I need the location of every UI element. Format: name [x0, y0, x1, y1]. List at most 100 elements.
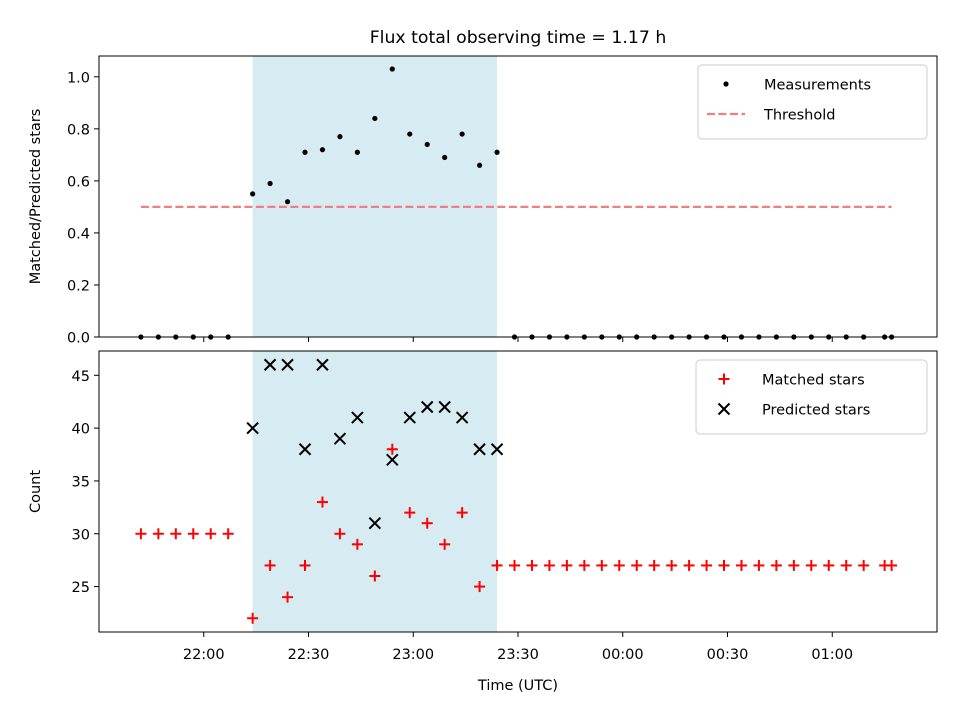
data-point-plus [683, 559, 695, 571]
data-point-plus [264, 559, 276, 571]
data-point-x-b [263, 358, 277, 371]
data-point-x-b [455, 411, 469, 424]
data-point-dot [354, 149, 360, 155]
data-point-plus [404, 507, 416, 519]
data-point-plus [840, 559, 852, 571]
chart-title: Flux total observing time = 1.17 h [370, 28, 667, 48]
observing-window-span [252, 56, 498, 337]
data-point-plus [770, 559, 782, 571]
data-point-plus [561, 559, 573, 571]
data-point-x-b [368, 516, 382, 530]
data-point-plus [718, 559, 730, 571]
y-axis-label: Count [28, 470, 44, 513]
data-point-plus [631, 559, 643, 571]
data-point-dot [407, 131, 413, 137]
data-point-plus [334, 528, 346, 540]
data-point-x-b [316, 358, 329, 371]
x-tick-label: 00:30 [707, 647, 749, 663]
y-tick-label: 0.8 [67, 122, 90, 138]
data-point-plus [247, 612, 259, 624]
legend-label: Matched stars [762, 373, 865, 389]
data-point-plus [578, 559, 590, 571]
top-panel: 0.0 0.2 0.4 0.6 0.8 1.0 Matched/Predicted star… [28, 55, 938, 347]
data-point-x [351, 411, 364, 424]
data-point-plus [753, 559, 765, 571]
data-point-x [386, 453, 399, 467]
y-tick-label: 0.4 [67, 226, 90, 242]
y-tick-label: 0.6 [67, 174, 90, 190]
data-point-plus [474, 581, 486, 593]
data-point-x-b [403, 411, 416, 424]
data-point-dot [424, 141, 430, 148]
data-point-plus [205, 528, 217, 540]
data-point-dot [494, 149, 500, 155]
data-point-x [281, 358, 294, 371]
x-axis-label: Time (UTC) [477, 678, 558, 694]
y-axis-label: Matched/Predicted stars [28, 109, 44, 285]
data-point-dot [476, 162, 483, 168]
data-point-plus [543, 559, 555, 571]
legend-handle-plus [718, 373, 730, 385]
data-point-x-b [351, 411, 364, 424]
data-point-plus [351, 538, 363, 550]
data-point-dot [284, 199, 291, 205]
y-tick-label: 35 [72, 474, 90, 490]
bottom-panel: 25 30 35 40 45 22:00 22:30 23:00 23:30 00:00 00:30… [28, 350, 938, 663]
x-tick-label: 22:00 [183, 647, 225, 663]
data-point-x [490, 443, 504, 456]
data-point-plus [299, 559, 311, 571]
data-point-x [333, 432, 347, 445]
series-predicted-stars [246, 358, 504, 530]
legend-handle-x-b [717, 402, 731, 416]
data-point-plus [701, 559, 713, 571]
data-point-dot [337, 134, 343, 140]
y-tick-label: 1.0 [67, 70, 90, 86]
data-point-x-b [473, 443, 486, 456]
data-point-x [438, 400, 451, 414]
data-point-dot [302, 149, 308, 155]
data-point-x [473, 443, 486, 456]
data-point-plus [316, 496, 328, 508]
data-point-x-b [438, 400, 451, 414]
data-point-dot [267, 180, 273, 187]
data-point-plus [369, 570, 381, 582]
data-point-plus [152, 528, 164, 540]
legend-handle-dot [723, 81, 729, 87]
x-tick-label: 22:30 [288, 647, 330, 663]
y-tick-label: 30 [72, 527, 90, 543]
x-tick-label: 23:30 [497, 647, 539, 663]
data-point-x [246, 421, 259, 435]
data-point-x [298, 443, 312, 456]
data-point-x-b [281, 358, 294, 371]
data-point-plus [456, 507, 468, 519]
data-point-x-b [298, 443, 312, 456]
legend-box [697, 64, 928, 140]
legend-label: Threshold [763, 108, 835, 124]
x-tick-label: 23:00 [392, 647, 434, 663]
data-point-plus [282, 591, 294, 603]
x-tick-label: 01:00 [811, 647, 853, 663]
data-point-plus [439, 538, 451, 550]
series-matched-stars [135, 443, 898, 624]
data-point-dot [319, 147, 326, 153]
data-point-dot [459, 131, 465, 137]
data-point-x-b [386, 453, 399, 467]
data-point-plus [596, 559, 608, 571]
legend-label: Measurements [764, 78, 871, 94]
data-point-plus [788, 559, 800, 571]
data-point-plus [421, 517, 433, 529]
legend: Measurements Threshold [697, 64, 928, 140]
y-tick-label: 40 [72, 422, 90, 438]
data-point-plus [386, 443, 398, 455]
data-point-dot [372, 115, 378, 122]
observing-window-span [252, 351, 498, 632]
data-point-x [263, 358, 277, 371]
data-point-x [421, 400, 434, 414]
data-point-plus [666, 559, 678, 571]
data-point-plus [135, 528, 147, 540]
data-point-plus [526, 559, 538, 571]
data-point-x [316, 358, 329, 371]
data-point-plus [858, 559, 870, 571]
data-point-plus [613, 559, 625, 571]
data-point-plus [805, 559, 817, 571]
